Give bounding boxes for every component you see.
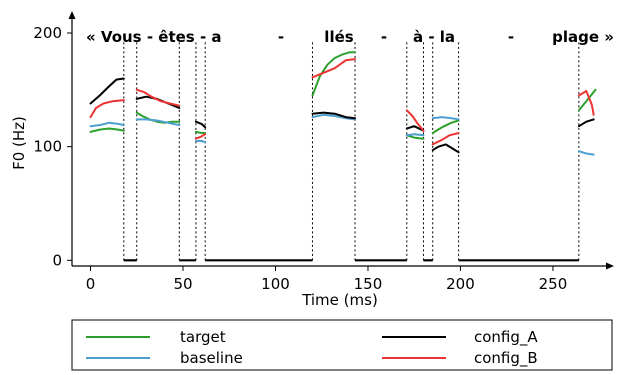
series-line-baseline bbox=[577, 150, 595, 156]
series-line-config-a bbox=[135, 95, 181, 109]
series-line-config-b bbox=[311, 58, 356, 79]
series-line-config-a bbox=[311, 111, 356, 120]
legend-label-config-a: config_A bbox=[474, 328, 538, 347]
syllable-label: llés bbox=[324, 28, 353, 46]
series-line-config-b bbox=[194, 133, 207, 140]
legend-label-baseline: baseline bbox=[180, 349, 243, 367]
series-line-target bbox=[431, 119, 460, 134]
y-tick-label: 100 bbox=[33, 138, 62, 156]
series-line-config-b bbox=[577, 90, 595, 116]
syllable-label: - bbox=[508, 28, 514, 46]
y-tick-label: 200 bbox=[33, 24, 62, 42]
segment-boundary-lines bbox=[123, 40, 580, 261]
series-line-target bbox=[405, 134, 425, 140]
sentence-syllables: « Vous - êtes - a - llés - à - la - plag… bbox=[86, 28, 614, 46]
y-tick-label: 0 bbox=[52, 251, 62, 269]
syllable-label: - bbox=[278, 28, 284, 46]
syllable-label: à - la bbox=[413, 28, 455, 46]
series-line-baseline bbox=[405, 133, 425, 137]
x-tick-label: 250 bbox=[539, 275, 568, 293]
series-line-target bbox=[135, 111, 181, 124]
series-line-target bbox=[194, 130, 207, 134]
series-line-baseline bbox=[194, 140, 207, 144]
x-tick-label: 100 bbox=[261, 275, 290, 293]
x-tick-label: 50 bbox=[173, 275, 192, 293]
series-line-config-a bbox=[89, 77, 125, 105]
legend: target config_A baseline config_B bbox=[71, 319, 613, 371]
x-axis-title: Time (ms) bbox=[301, 291, 378, 309]
series-line-baseline bbox=[89, 121, 125, 128]
series-line-config-b bbox=[135, 88, 181, 107]
syllable-label: plage » bbox=[552, 28, 614, 46]
series-line-config-a bbox=[405, 125, 425, 132]
y-ticks: 0 100 200 bbox=[33, 24, 72, 269]
series-line-config-b bbox=[431, 132, 460, 146]
x-tick-label: 0 bbox=[86, 275, 96, 293]
series-line-target bbox=[89, 127, 125, 133]
legend-label-target: target bbox=[180, 328, 226, 346]
x-tick-label: 200 bbox=[446, 275, 475, 293]
x-tick-label: 150 bbox=[354, 275, 383, 293]
y-axis-arrow bbox=[68, 11, 76, 19]
series-line-config-a bbox=[577, 118, 595, 128]
syllable-label: « Vous - êtes - a bbox=[86, 28, 222, 46]
legend-frame bbox=[71, 319, 613, 371]
series-line-target bbox=[311, 51, 356, 97]
series-line-baseline bbox=[135, 118, 181, 127]
axes bbox=[68, 11, 614, 270]
legend-label-config-b: config_B bbox=[474, 349, 538, 368]
series-line-config-a bbox=[194, 120, 207, 129]
series-line-baseline bbox=[311, 113, 356, 121]
series-lines bbox=[89, 51, 597, 156]
series-line-config-b bbox=[89, 99, 125, 119]
x-axis-arrow bbox=[606, 262, 614, 270]
syllable-label: - bbox=[381, 28, 387, 46]
series-line-config-a bbox=[431, 143, 460, 154]
x-ticks: 0 50 100 150 200 250 bbox=[86, 266, 568, 293]
series-line-config-b bbox=[405, 109, 425, 132]
y-axis-title: F0 (Hz) bbox=[10, 116, 28, 170]
series-line-baseline bbox=[431, 116, 460, 121]
